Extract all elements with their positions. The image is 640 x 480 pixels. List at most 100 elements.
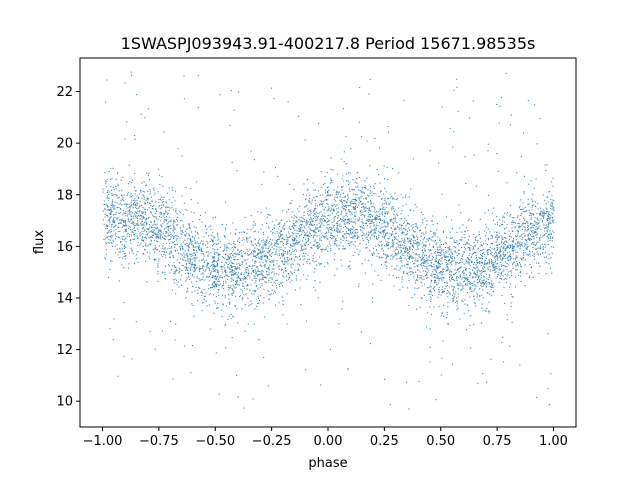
data-point	[134, 198, 136, 200]
data-point	[171, 252, 173, 254]
data-point	[191, 345, 193, 347]
data-point	[459, 274, 461, 276]
data-point	[394, 228, 396, 230]
data-point	[327, 203, 329, 205]
data-point	[457, 249, 459, 251]
data-point	[550, 207, 552, 209]
data-point	[501, 278, 503, 280]
data-point	[494, 248, 496, 250]
data-point	[174, 244, 176, 246]
data-point	[347, 195, 349, 197]
data-point	[235, 272, 237, 274]
data-point	[135, 217, 137, 219]
data-point	[505, 244, 507, 246]
data-point	[138, 207, 140, 209]
data-point	[146, 198, 148, 200]
data-point	[107, 216, 109, 218]
data-point	[181, 231, 183, 233]
data-point	[300, 279, 302, 281]
data-point	[192, 285, 194, 287]
data-point	[182, 247, 184, 249]
data-point	[417, 245, 419, 247]
data-point	[523, 217, 525, 219]
data-point	[192, 236, 194, 238]
data-point	[259, 258, 261, 260]
data-point	[531, 223, 533, 225]
data-point	[268, 245, 270, 247]
data-point	[474, 239, 476, 241]
data-point	[483, 252, 485, 254]
data-point	[358, 254, 360, 256]
data-point	[254, 251, 256, 253]
data-point	[264, 244, 266, 246]
data-point	[424, 250, 426, 252]
data-point	[244, 259, 246, 261]
data-point	[333, 226, 335, 228]
data-point	[397, 251, 399, 253]
data-point	[432, 246, 434, 248]
data-point	[334, 228, 336, 230]
data-point	[194, 264, 196, 266]
data-point	[168, 228, 170, 230]
data-point	[435, 259, 437, 261]
data-point	[387, 255, 389, 257]
data-point	[144, 209, 146, 211]
data-point	[487, 262, 489, 264]
data-point	[432, 215, 434, 217]
data-point	[330, 229, 332, 231]
data-point	[129, 181, 131, 183]
data-point	[284, 267, 286, 269]
data-point	[285, 270, 287, 272]
data-point	[278, 268, 280, 270]
data-point	[490, 252, 492, 254]
data-point	[146, 281, 148, 283]
data-point	[198, 243, 200, 245]
data-point	[153, 187, 155, 189]
data-point	[266, 257, 268, 259]
data-point	[169, 320, 171, 322]
data-point	[392, 231, 394, 233]
data-point	[359, 86, 361, 88]
data-point	[253, 323, 255, 325]
data-point	[194, 259, 196, 261]
data-point	[231, 288, 233, 290]
data-point	[478, 282, 480, 284]
data-point	[532, 243, 534, 245]
data-point	[521, 244, 523, 246]
data-point	[236, 268, 238, 270]
data-point	[109, 217, 111, 219]
data-point	[138, 196, 140, 198]
data-point	[309, 235, 311, 237]
data-point	[406, 264, 408, 266]
data-point	[201, 221, 203, 223]
data-point	[547, 234, 549, 236]
data-point	[523, 132, 525, 134]
data-point	[286, 293, 288, 295]
data-point	[553, 231, 555, 233]
data-point	[142, 233, 144, 235]
data-point	[392, 208, 394, 210]
data-point	[498, 266, 500, 268]
data-point	[319, 245, 321, 247]
data-point	[118, 196, 120, 198]
data-point	[198, 267, 200, 269]
data-point	[258, 249, 260, 251]
data-point	[549, 267, 551, 269]
data-point	[148, 217, 150, 219]
data-point	[463, 272, 465, 274]
data-point	[110, 216, 112, 218]
data-point	[181, 195, 183, 197]
data-point	[117, 217, 119, 219]
data-point	[401, 281, 403, 283]
data-point	[205, 295, 207, 297]
data-point	[319, 226, 321, 228]
data-point	[499, 248, 501, 250]
data-point	[157, 263, 159, 265]
data-point	[187, 238, 189, 240]
data-point	[118, 237, 120, 239]
data-point	[108, 209, 110, 211]
data-point	[495, 251, 497, 253]
data-point	[299, 229, 301, 231]
data-point	[144, 203, 146, 205]
data-point	[251, 253, 253, 255]
